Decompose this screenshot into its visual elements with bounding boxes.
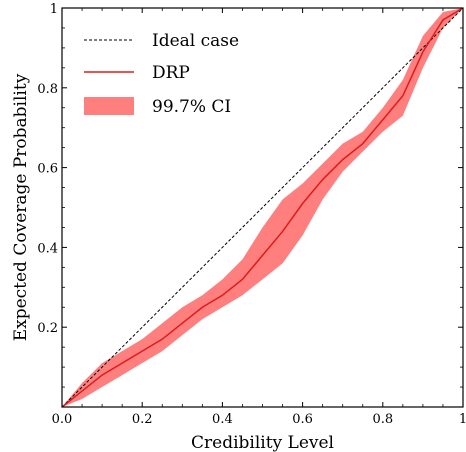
y-tick-label: 0.6 xyxy=(37,162,58,177)
legend-label-ideal: Ideal case xyxy=(152,31,239,51)
x-tick-label: 1 xyxy=(459,412,466,427)
x-axis-label: Credibility Level xyxy=(191,433,334,452)
y-tick-label: 0.8 xyxy=(37,82,58,97)
legend: Ideal case DRP 99.7% CI xyxy=(84,31,239,117)
plot-layer xyxy=(61,7,464,408)
legend-swatch-ci xyxy=(84,97,134,115)
x-tick-label: 0.8 xyxy=(372,412,393,427)
y-tick-label: 0.4 xyxy=(37,241,58,256)
tick-layer: 0.0 0.2 0.4 0.6 0.8 1 0.2 0.4 0.6 0.8 1 xyxy=(37,2,466,427)
ideal-line xyxy=(61,7,464,408)
x-tick-label: 0.4 xyxy=(212,412,233,427)
x-tick-label: 0.0 xyxy=(52,412,73,427)
y-tick-label: 0.2 xyxy=(37,321,58,336)
x-tick-label: 0.2 xyxy=(132,412,153,427)
legend-label-ci: 99.7% CI xyxy=(152,97,231,117)
y-tick-label: 1 xyxy=(50,2,58,17)
plot-frame xyxy=(61,7,464,408)
legend-label-drp: DRP xyxy=(152,63,190,83)
drp-line xyxy=(61,7,464,408)
y-axis-label: Expected Coverage Probability xyxy=(11,73,31,341)
x-tick-label: 0.6 xyxy=(292,412,313,427)
